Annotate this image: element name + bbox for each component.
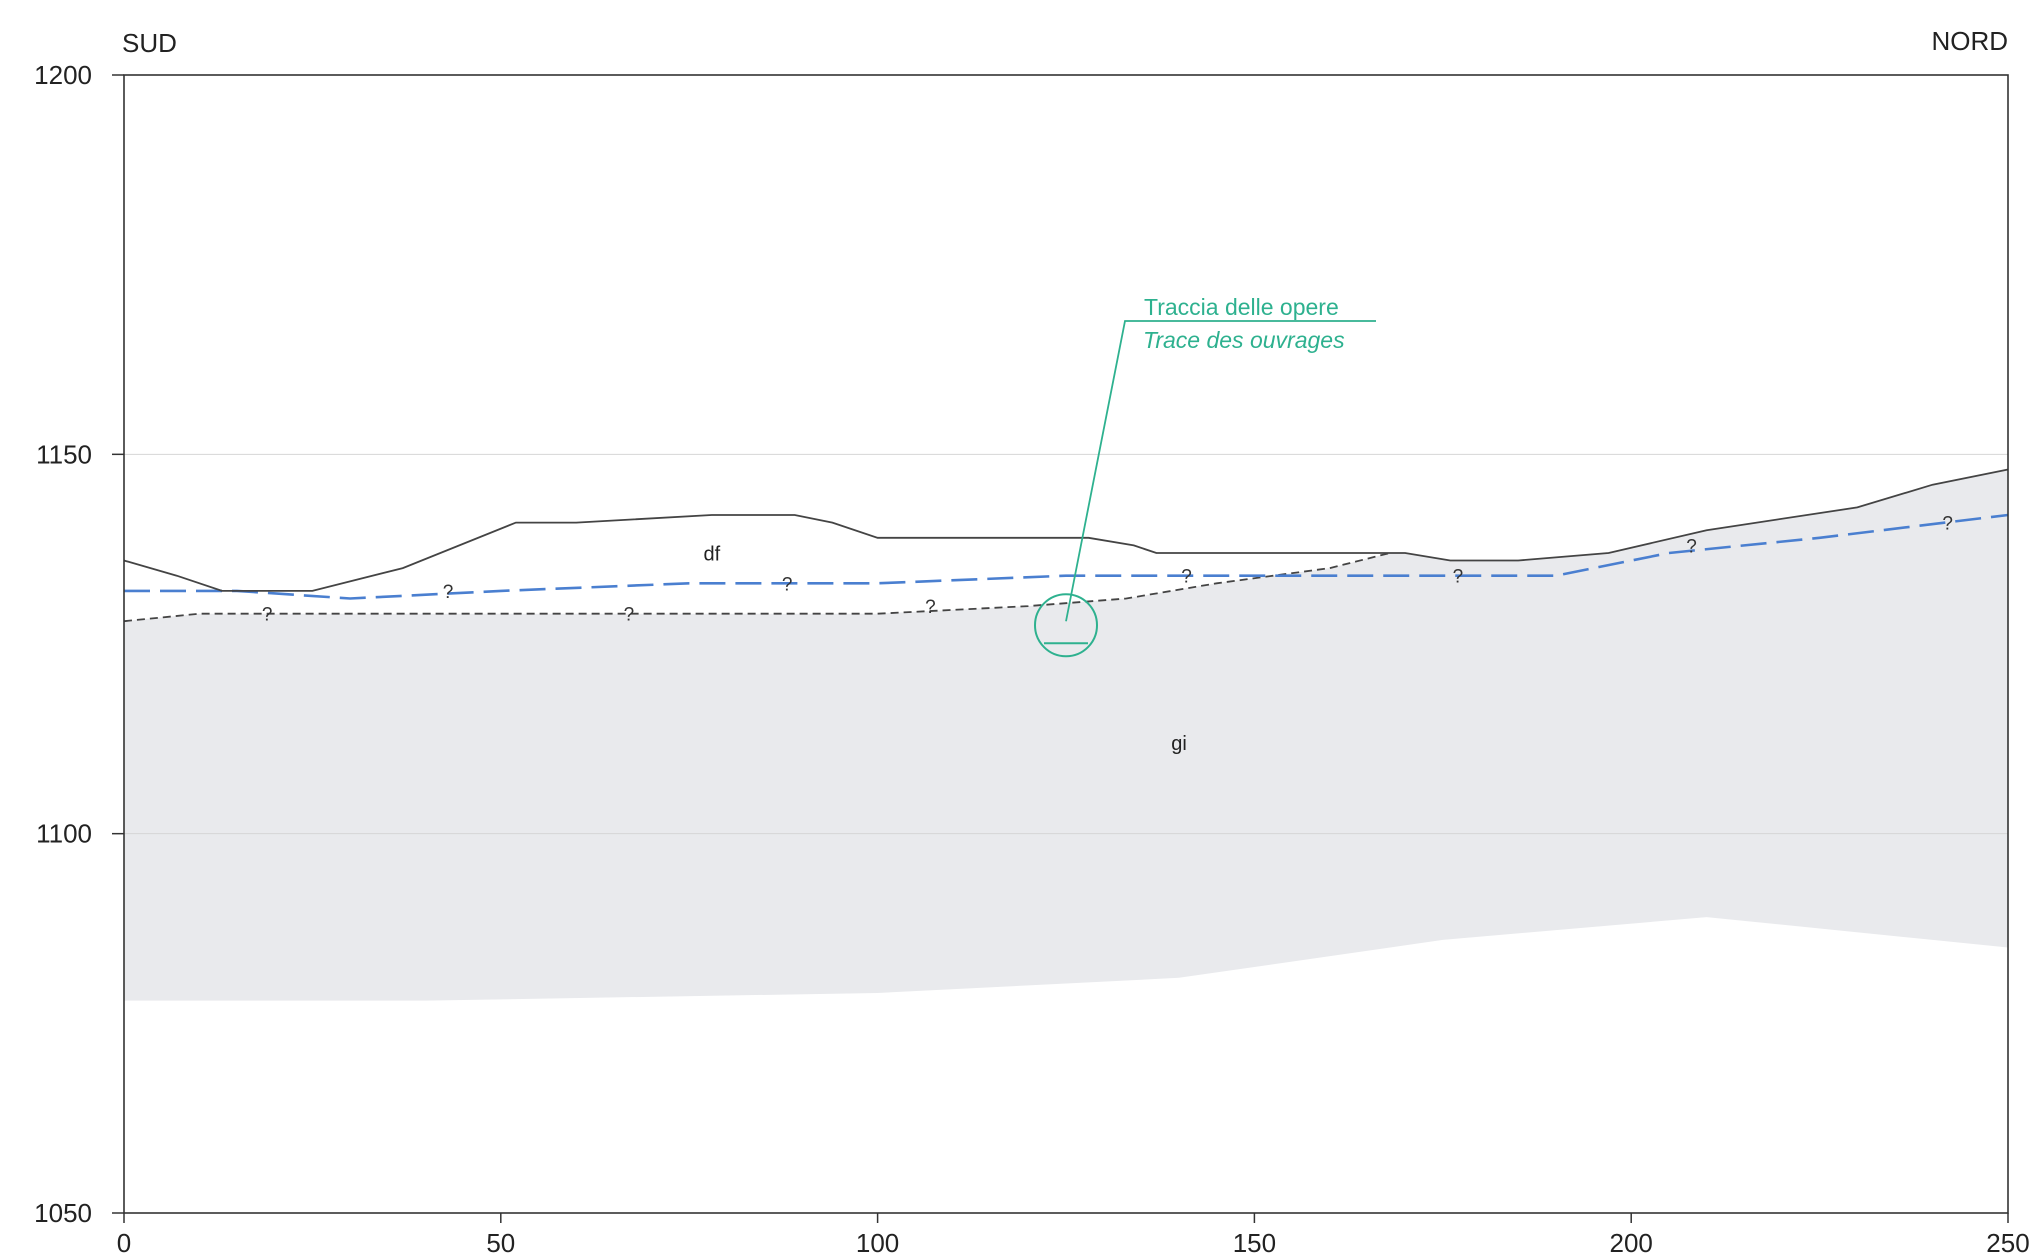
y-tick-label: 1200 (34, 60, 92, 90)
x-tick-label: 100 (856, 1228, 899, 1258)
x-tick-label: 50 (486, 1228, 515, 1258)
section-frame (112, 74, 2009, 1223)
gridlines (124, 453, 2008, 835)
south-label: SUD (122, 28, 177, 58)
works-trace-circle (1034, 593, 1098, 658)
unit-label-df: df (703, 544, 720, 566)
layer-fill (124, 469, 2008, 1001)
x-tick-label: 200 (1610, 1228, 1653, 1258)
uncertainty-mark: ? (1942, 514, 1953, 535)
profile-lines (123, 468, 2009, 623)
works-trace-leader (1065, 320, 1376, 622)
uncertainty-mark: ? (925, 597, 936, 618)
plot-frame (123, 74, 2009, 1214)
uncertainty-mark: ? (262, 605, 273, 626)
uncertainty-mark: ? (1453, 567, 1464, 588)
works-trace-callout: Traccia delle opere Trace des ouvrages (1034, 294, 1376, 658)
x-tick-label: 250 (1986, 1228, 2029, 1258)
works-trace-label-fr: Trace des ouvrages (1143, 327, 1345, 353)
y-tick-label: 1150 (36, 439, 92, 469)
works-trace-label-it: Traccia delle opere (1144, 294, 1339, 320)
y-tick-label: 1050 (34, 1198, 92, 1228)
uncertainty-mark: ? (1181, 567, 1192, 588)
north-label: NORD (1931, 26, 2008, 56)
y-tick-label: 1100 (36, 819, 92, 849)
bedrock-area (124, 469, 2008, 1001)
uncertainty-mark: ? (782, 574, 793, 595)
x-tick-label: 150 (1233, 1228, 1276, 1258)
terrain-profile (123, 468, 2009, 592)
unit-label-gi: gi (1171, 733, 1187, 755)
uncertainty-mark: ? (624, 605, 635, 626)
uncertainty-mark: ? (443, 582, 454, 603)
water-table-line (124, 513, 2009, 600)
x-tick-label: 0 (117, 1228, 131, 1258)
labels: 1050 1100 1150 1200 0 50 100 150 200 250?????????… (34, 60, 2030, 1258)
uncertainty-mark: ? (1686, 536, 1697, 557)
